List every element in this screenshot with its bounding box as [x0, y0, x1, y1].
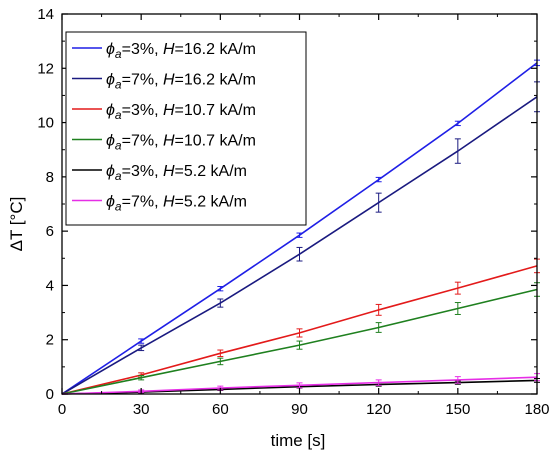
legend: ϕa=3%, H=16.2 kA/m ϕa=7%, H=16.2 kA/m ϕa=3…: [65, 31, 307, 226]
x-axis-label: time [s]: [271, 431, 326, 450]
error-bar: [454, 120, 461, 127]
legend-entry: ϕa=7%, H=5.2 kA/m: [72, 194, 247, 214]
y-tick-label: 8: [46, 169, 54, 186]
error-bar: [454, 302, 461, 315]
error-bar: [375, 176, 382, 183]
x-tick-label: 60: [212, 401, 229, 418]
legend-entry: ϕa=3%, H=10.7 kA/m: [72, 102, 256, 122]
error-bar: [375, 379, 382, 386]
legend-label: ϕa=3%, H=16.2 kA/m: [106, 41, 256, 61]
legend-entry: ϕa=3%, H=5.2 kA/m: [72, 163, 247, 183]
error-bar: [296, 246, 303, 262]
x-tick-label: 90: [291, 401, 308, 418]
error-bar: [138, 344, 145, 352]
x-tick-label: 0: [58, 401, 66, 418]
error-bar: [217, 286, 224, 292]
y-tick-label: 10: [37, 115, 54, 132]
x-tick-label: 30: [133, 401, 150, 418]
legend-label: ϕa=7%, H=5.2 kA/m: [106, 194, 247, 214]
error-bar: [296, 340, 303, 350]
legend-label: ϕa=7%, H=10.7 kA/m: [106, 133, 256, 153]
y-tick-label: 2: [46, 332, 54, 349]
legend-entry: ϕa=3%, H=16.2 kA/m: [72, 41, 256, 61]
error-bar: [296, 328, 303, 338]
error-bar: [138, 375, 145, 381]
error-bar: [296, 232, 303, 238]
series-3: [61, 258, 540, 395]
y-tick-label: 14: [37, 6, 54, 23]
y-axis-label: ΔT [°C]: [7, 197, 26, 252]
error-bar: [375, 192, 382, 213]
error-bar: [375, 322, 382, 333]
series-2: [61, 81, 540, 395]
legend-entry: ϕa=7%, H=10.7 kA/m: [72, 133, 256, 153]
error-bar: [217, 357, 224, 366]
y-tick-label: 4: [46, 277, 54, 294]
error-bar: [454, 281, 461, 295]
legend-entry: ϕa=7%, H=16.2 kA/m: [72, 72, 256, 92]
y-tick-label: 12: [37, 60, 54, 77]
legend-label: ϕa=3%, H=10.7 kA/m: [106, 102, 256, 122]
error-bar: [217, 298, 224, 308]
x-tick-label: 150: [445, 401, 470, 418]
error-bar: [217, 349, 224, 358]
x-tick-label: 180: [524, 401, 549, 418]
y-tick-label: 6: [46, 223, 54, 240]
error-bar: [454, 376, 461, 384]
y-tick-label: 0: [46, 386, 54, 403]
error-bar: [138, 338, 145, 344]
error-bar: [375, 303, 382, 316]
legend-label: ϕa=7%, H=16.2 kA/m: [106, 72, 256, 92]
ticks-layer: 0 30 60 90 120 150 180 0 2 4 6 8 10 12 14: [37, 6, 549, 418]
error-bar: [296, 382, 303, 389]
legend-box: [65, 31, 307, 226]
error-bar: [454, 138, 461, 164]
legend-label: ϕa=3%, H=5.2 kA/m: [106, 163, 247, 183]
x-tick-label: 120: [366, 401, 391, 418]
